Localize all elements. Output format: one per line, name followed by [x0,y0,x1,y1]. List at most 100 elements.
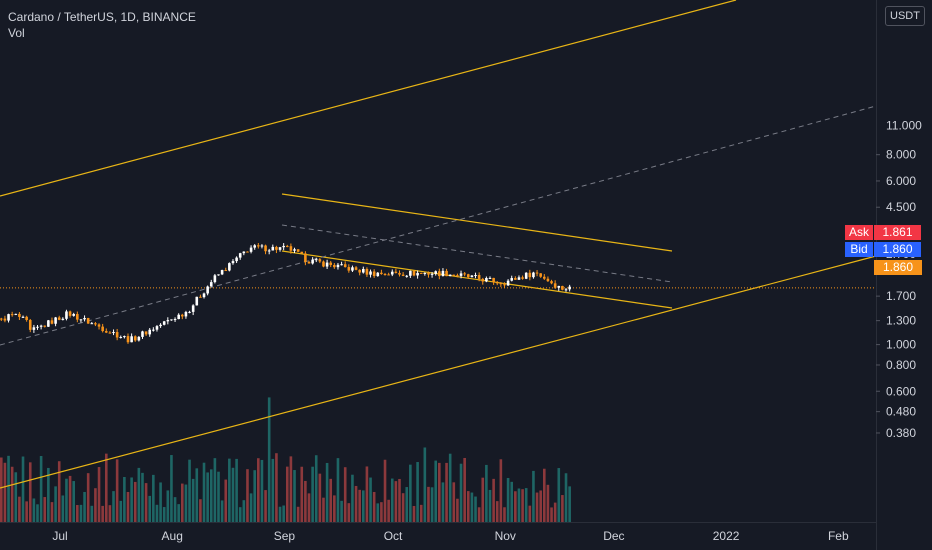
volume-bar [86,473,90,522]
volume-bar [43,497,47,522]
candle-body [220,270,224,275]
volume-bar [10,466,14,522]
wedge-lower-line [281,250,673,309]
candle-body [318,259,322,262]
candle-body [249,247,253,252]
candle-body [162,321,166,325]
volume-bar [564,473,568,522]
candle-body [546,278,550,282]
candle-body [206,286,209,294]
volume-bar [271,458,275,522]
volume-bar [195,468,199,522]
candle-body [532,272,535,278]
volume-bar [188,459,191,522]
volume-bar [539,490,542,522]
candle-body [61,318,65,320]
volume-bar [528,505,532,522]
volume-bar [257,458,260,522]
volume-bar [481,477,485,522]
volume-bar [278,506,282,522]
candle-body [409,270,412,276]
candle-body [362,268,365,273]
volume-bar [206,472,209,522]
volume-indicator-label[interactable]: Vol [8,26,25,40]
volume-bar [47,467,50,522]
price-axis-label: 0.380 [886,426,916,440]
volume-bar [57,461,61,522]
candle-body [155,326,159,330]
price-axis-label: 0.480 [886,405,916,419]
candle-body [401,274,405,276]
volume-bar [21,456,25,522]
candle-body [28,319,32,330]
volume-bar [101,505,104,522]
candle-body [94,323,97,325]
volume-bar [275,453,278,522]
candle-body [170,319,173,321]
time-axis-label: Feb [828,529,849,543]
volume-bar [510,481,514,522]
volume-bar [133,481,137,522]
volume-bar [209,469,213,522]
volume-bar [0,457,3,522]
candle-body [278,247,282,250]
candle-body [463,273,466,275]
candle-body [202,293,206,298]
symbol-title[interactable]: Cardano / TetherUS, 1D, BINANCE [8,10,196,24]
volume-bar [390,478,394,522]
time-axis-label: Jul [52,529,67,543]
candle-body [336,264,340,268]
volume-bar [65,478,68,522]
candle-body [470,275,474,278]
volume-bar [3,462,7,522]
volume-bar [304,480,307,522]
candle-body [412,270,416,276]
volume-bar [380,502,383,522]
volume-bar [311,466,314,522]
volume-bar [260,459,264,522]
volume-bar [506,477,510,522]
volume-bar [524,488,528,522]
volume-bar [376,503,380,522]
volume-bar [394,481,398,522]
candle-body [521,277,524,279]
candle-body [7,314,10,321]
candle-body [564,289,568,291]
volume-bar [119,500,123,522]
volume-bar [137,467,141,522]
volume-bar [224,479,228,522]
price-axis-label: 6.000 [886,174,916,188]
candle-body [311,259,314,264]
price-axis-label: 4.500 [886,200,916,214]
candle-body [354,267,358,270]
candle-body [90,323,94,325]
volume-bar [329,478,333,522]
time-axis-label: Sep [274,529,296,543]
volume-bar [39,456,43,522]
volume-bar [28,462,32,522]
time-axis-label: Nov [495,529,516,543]
candle-body [514,278,517,280]
lower-channel-line [0,255,877,489]
volume-bar [238,507,242,522]
currency-unit-button[interactable]: USDT [885,6,925,26]
volume-bar [112,491,115,522]
candle-body [14,313,18,315]
candle-body [25,316,28,320]
candle-body [188,311,191,313]
price-axis-label: 1.000 [886,338,916,352]
candle-body [141,331,144,337]
candle-body [376,272,380,277]
volume-bar [293,470,296,522]
volume-bar [543,468,546,522]
volume-bar [535,492,539,522]
time-axis-label: Aug [162,529,183,543]
volume-bar [318,473,322,522]
volume-bar [521,489,524,522]
candle-body [398,272,401,275]
candle-body [477,275,481,279]
candle-body [231,261,235,264]
channel-midline [0,105,877,346]
trend-lines[interactable] [0,0,877,489]
